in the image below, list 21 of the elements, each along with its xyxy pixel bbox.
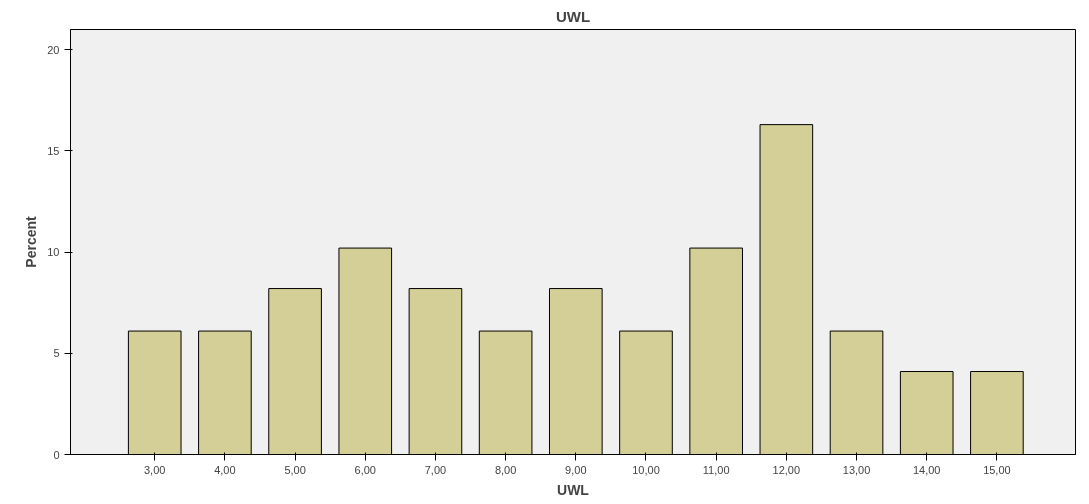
x-tick-label: 6,00 [354, 463, 376, 476]
y-tick-label: 0 [53, 448, 60, 461]
y-tick-label: 15 [47, 144, 60, 157]
x-tick-label: 4,00 [214, 463, 236, 476]
x-tick-label: 9,00 [565, 463, 587, 476]
y-tick-label: 5 [53, 347, 60, 360]
x-tick-label: 15,00 [983, 463, 1011, 476]
x-tick-label: 13,00 [842, 463, 871, 476]
x-tick-label: 7,00 [424, 463, 447, 476]
chart-title: UWL [555, 7, 591, 25]
x-tick-label: 5,00 [284, 463, 306, 476]
x-tick-label: 12,00 [772, 463, 801, 476]
x-tick-label: 11,00 [702, 463, 730, 476]
x-axis-title: UWL [557, 481, 590, 498]
y-axis-title: Percent [23, 215, 40, 268]
y-tick-label: 10 [47, 246, 60, 259]
x-tick-label: 14,00 [912, 463, 941, 476]
x-tick-label: 8,00 [494, 463, 517, 476]
x-tick-label: 3,00 [144, 463, 166, 476]
x-tick-label: 10,00 [632, 463, 660, 476]
y-tick-label: 20 [47, 43, 60, 56]
